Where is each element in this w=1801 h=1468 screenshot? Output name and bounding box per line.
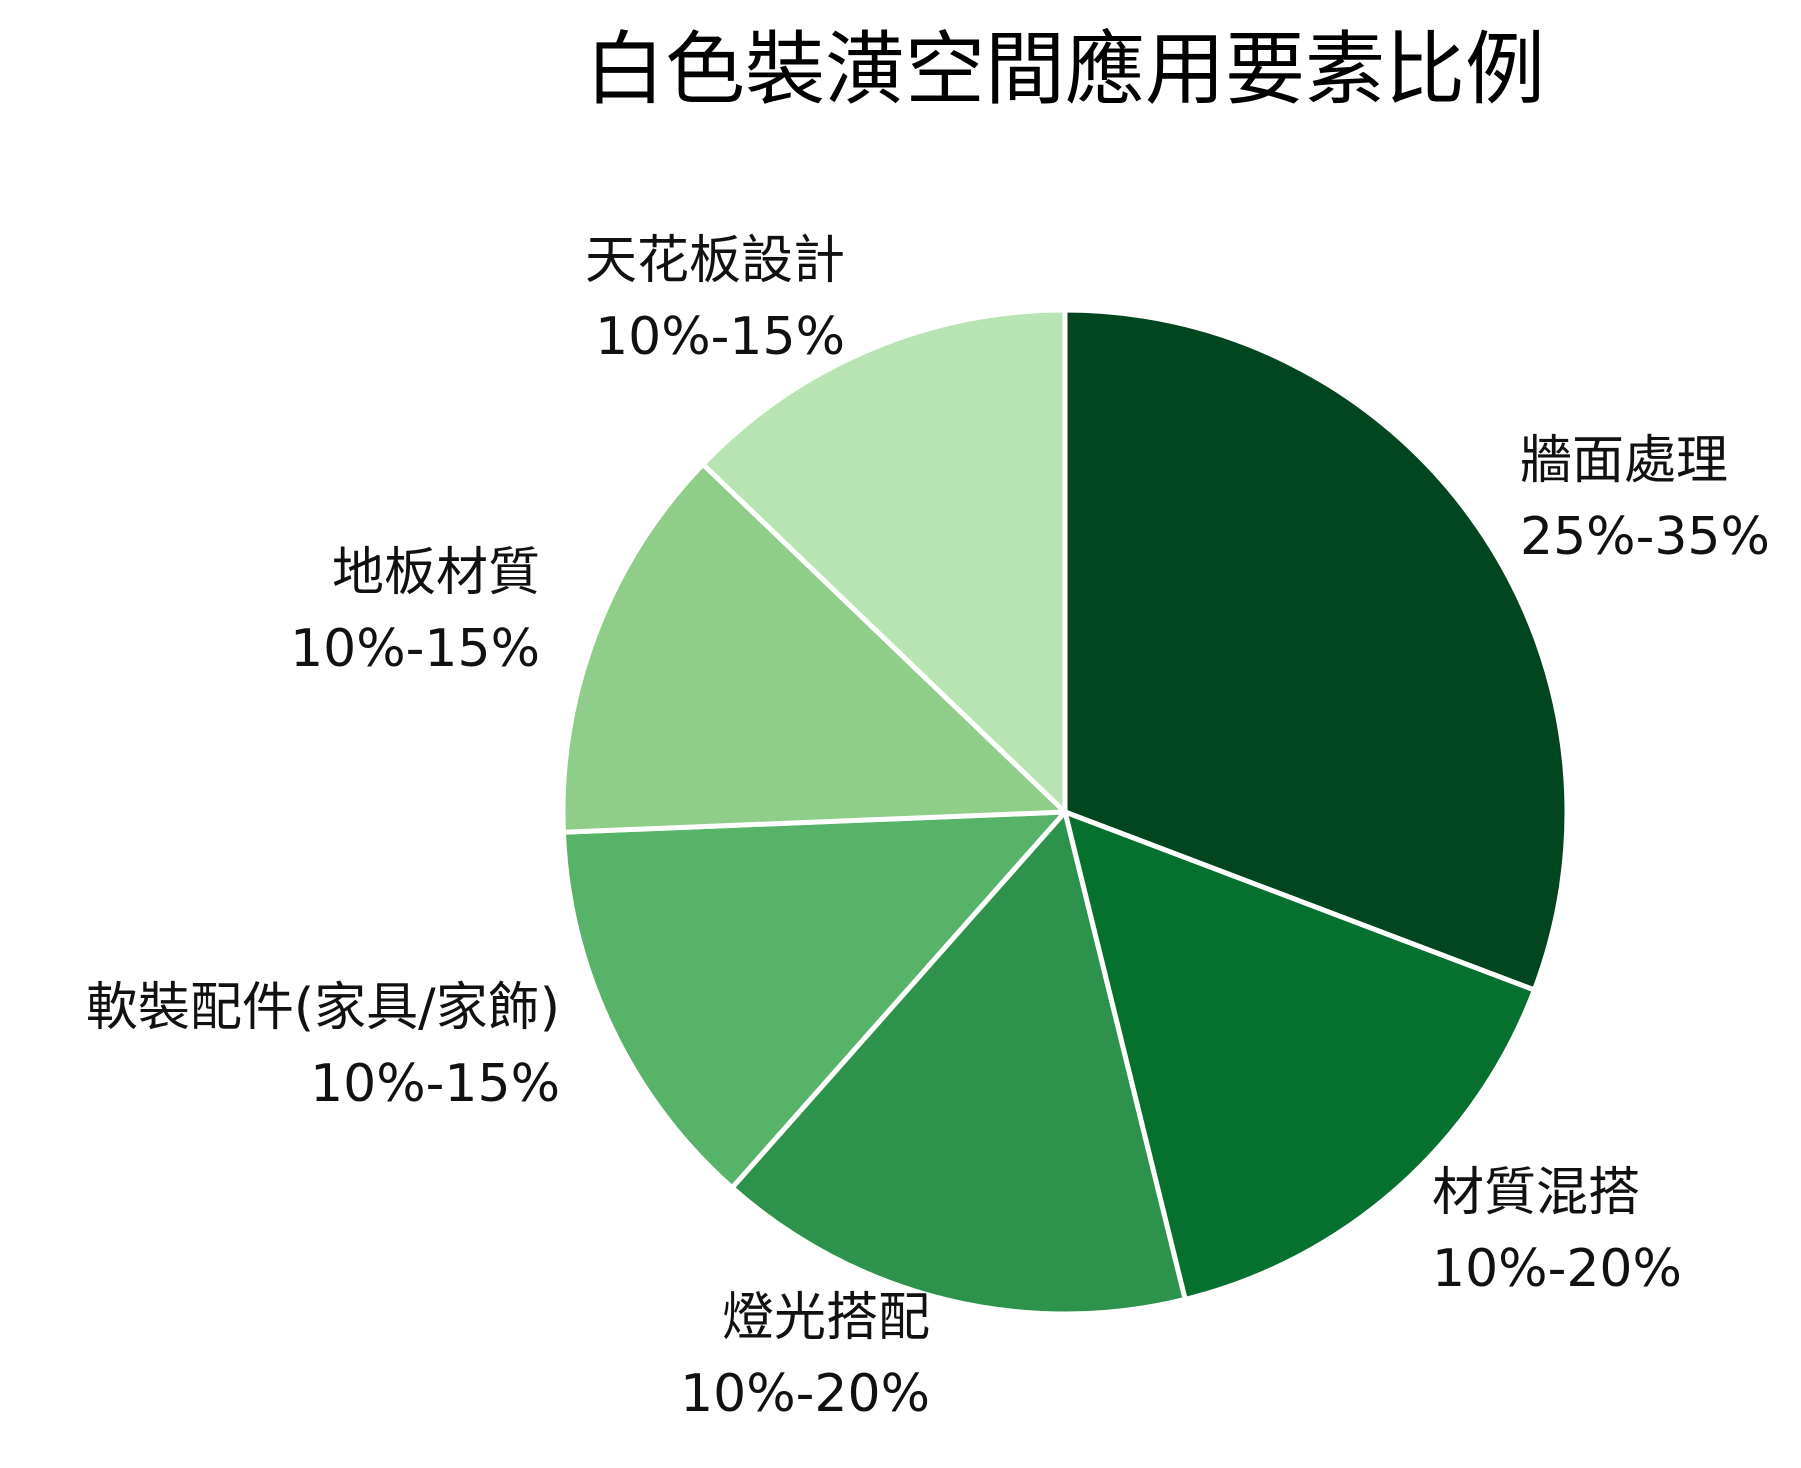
slice-name-label: 地板材質	[332, 543, 540, 603]
pie-slices	[560, 307, 1570, 1317]
slice-name-label: 軟裝配件(家具/家飾)	[86, 978, 560, 1038]
slice-range-label: 10%-15%	[290, 619, 540, 679]
slice-range-label: 10%-15%	[595, 307, 845, 367]
pie-slice	[729, 809, 1188, 1317]
slice-range-label: 10%-15%	[310, 1054, 560, 1114]
pie-slice	[700, 307, 1068, 815]
slice-name-label: 天花板設計	[585, 231, 845, 291]
pie-slice	[1062, 809, 1537, 1302]
pie-slice	[1062, 307, 1570, 993]
pie-slice	[560, 461, 1068, 835]
slice-name-label: 牆面處理	[1520, 431, 1728, 491]
slice-name-label: 材質混搭	[1432, 1163, 1640, 1223]
slice-range-label: 25%-35%	[1520, 507, 1770, 567]
chart-title: 白色裝潢空間應用要素比例	[585, 23, 1545, 116]
pie-labels: 牆面處理 25%-35% 材質混搭 10%-20% 燈光搭配 10%-20% 軟裝配件(家具…	[86, 231, 1770, 1424]
slice-range-label: 10%-20%	[680, 1364, 930, 1424]
slice-name-label: 燈光搭配	[722, 1288, 930, 1348]
slice-range-label: 10%-20%	[1432, 1239, 1682, 1299]
pie-slice	[560, 809, 1068, 1191]
